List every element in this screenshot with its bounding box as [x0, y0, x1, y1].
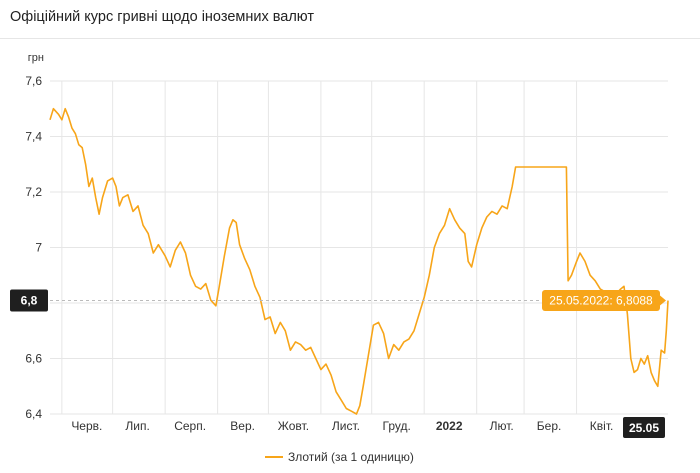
- x-crosshair-label: 25.05: [623, 417, 665, 438]
- x-tick-label: Черв.: [71, 419, 102, 433]
- x-axis: Черв. Лип. Серп. Вер. Жовт. Лист. Груд. 2022 Лют…: [71, 419, 613, 433]
- y-axis: 7,6 7,4 7,2 7 6,6 6,4: [25, 74, 42, 421]
- tooltip: 25.05.2022: 6,8088: [542, 290, 666, 312]
- x-tick-label: 2022: [436, 419, 463, 433]
- y-crosshair-value: 6,8: [21, 294, 38, 308]
- y-tick-label: 7,2: [25, 185, 42, 199]
- x-tick-label: Лист.: [332, 419, 360, 433]
- y-axis-unit-label: грн: [28, 52, 44, 64]
- tooltip-text: 25.05.2022: 6,8088: [549, 294, 653, 308]
- plot-area[interactable]: [49, 107, 669, 415]
- x-tick-label: Квіт.: [590, 419, 614, 433]
- y-tick-label: 7,4: [25, 130, 42, 144]
- legend-label[interactable]: Злотий (за 1 одиницю): [288, 450, 414, 464]
- x-tick-label: Лип.: [125, 419, 149, 433]
- y-tick-label: 6,6: [25, 352, 42, 366]
- chart: 7,6 7,4 7,2 7 6,6 6,4 Черв. Лип. Серп. Вер. Жовт.…: [10, 52, 669, 464]
- x-tick-label: Лют.: [490, 419, 514, 433]
- legend[interactable]: Злотий (за 1 одиницю): [265, 450, 414, 464]
- series-line[interactable]: [49, 107, 669, 415]
- page-title: Офіційний курс гривні щодо іноземних вал…: [10, 9, 315, 25]
- x-tick-label: Вер.: [230, 419, 255, 433]
- y-tick-label: 7: [35, 241, 42, 255]
- y-crosshair-label: 6,8: [10, 289, 48, 312]
- y-tick-label: 6,4: [25, 407, 42, 421]
- header: Офіційний курс гривні щодо іноземних вал…: [0, 0, 700, 39]
- x-tick-label: Бер.: [537, 419, 562, 433]
- y-tick-label: 7,6: [25, 74, 42, 88]
- x-tick-label: Груд.: [383, 419, 411, 433]
- x-tick-label: Жовт.: [278, 419, 309, 433]
- x-crosshair-value: 25.05: [629, 421, 659, 435]
- grid: [50, 80, 668, 415]
- x-tick-label: Серп.: [174, 419, 206, 433]
